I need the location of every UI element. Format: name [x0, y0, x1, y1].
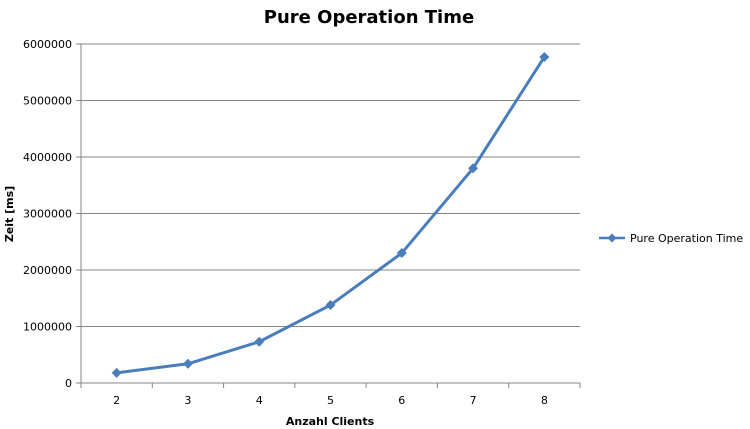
axes [80, 44, 581, 388]
legend-marker-swatch [607, 233, 617, 243]
y-tick-label: 3000000 [23, 208, 72, 221]
data-point-marker [111, 367, 122, 378]
data-point-marker [182, 358, 193, 369]
x-tick-labels: 2 3 4 5 6 7 8 [113, 394, 548, 407]
data-point-marker [396, 248, 407, 259]
legend-label: Pure Operation Time [630, 232, 743, 245]
x-tick-label: 6 [398, 394, 405, 407]
y-tick-label: 1000000 [23, 321, 72, 334]
y-tick-labels: 0 1000000 2000000 3000000 4000000 5000000 6000… [23, 38, 72, 390]
series-group [111, 51, 550, 378]
x-tick-label: 7 [470, 394, 477, 407]
data-point-marker [254, 336, 265, 347]
chart-title: Pure Operation Time [264, 7, 474, 28]
x-axis-label: Anzahl Clients [286, 415, 375, 428]
legend: Pure Operation Time [599, 232, 743, 245]
x-tick-label: 8 [541, 394, 548, 407]
series-line [116, 56, 546, 375]
data-point-marker [468, 163, 479, 174]
data-point-marker [325, 300, 336, 311]
y-tick-label: 6000000 [23, 38, 72, 51]
x-tick-label: 4 [256, 394, 263, 407]
y-tick-label: 4000000 [23, 151, 72, 164]
x-tick-label: 2 [113, 394, 120, 407]
y-axis-label: Zeit [ms] [3, 186, 16, 242]
gridlines [76, 43, 580, 384]
x-tick-label: 5 [327, 394, 334, 407]
data-point-marker [539, 51, 550, 62]
x-tick-label: 3 [184, 394, 191, 407]
y-tick-label: 5000000 [23, 95, 72, 108]
y-tick-label: 0 [65, 377, 72, 390]
y-tick-label: 2000000 [23, 264, 72, 277]
